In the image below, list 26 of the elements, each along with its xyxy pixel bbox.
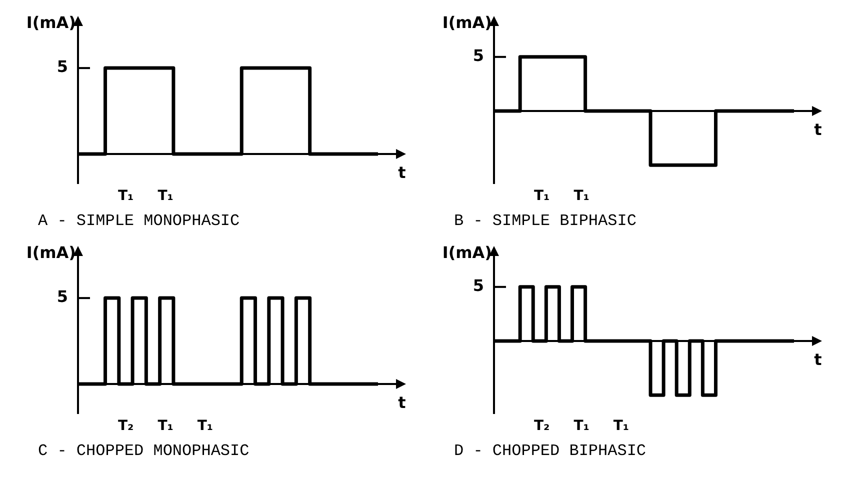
text: B - SIMPLE BIPHASIC: [453, 212, 638, 230]
x-axis-title: t: [398, 393, 406, 412]
y-axis-title: I(mA): [442, 13, 492, 32]
y-axis-title: I(mA): [442, 243, 492, 262]
text: T₂: [534, 418, 550, 434]
text: T₁: [574, 188, 590, 204]
text: 5: [472, 46, 484, 65]
text: T₂: [118, 418, 134, 434]
x-axis-title: t: [814, 120, 822, 140]
text: 5: [56, 287, 68, 306]
text: T₁: [574, 418, 590, 434]
text: T₁: [158, 418, 174, 434]
text: 5: [56, 57, 68, 76]
text: T₁: [158, 188, 174, 204]
text: T₁: [613, 418, 630, 434]
text: A - SIMPLE MONOPHASIC: [37, 212, 241, 230]
y-axis-title: I(mA): [26, 243, 76, 262]
x-axis-title: t: [398, 163, 406, 182]
text: C - CHOPPED MONOPHASIC: [37, 442, 250, 460]
x-axis-title: t: [814, 350, 822, 370]
y-axis-title: I(mA): [26, 13, 76, 32]
text: T₁: [197, 418, 214, 434]
text: T₁: [534, 188, 550, 204]
text: T₁: [118, 188, 134, 204]
text: 5: [472, 276, 484, 295]
text: D - CHOPPED BIPHASIC: [453, 442, 648, 460]
